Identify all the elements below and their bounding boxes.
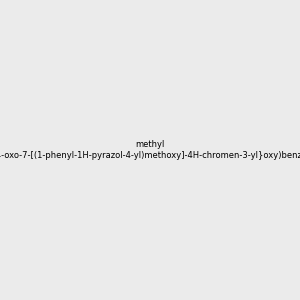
Text: methyl 4-({4-oxo-7-[(1-phenyl-1H-pyrazol-4-yl)methoxy]-4H-chromen-3-yl}oxy)benzo: methyl 4-({4-oxo-7-[(1-phenyl-1H-pyrazol… — [0, 140, 300, 160]
